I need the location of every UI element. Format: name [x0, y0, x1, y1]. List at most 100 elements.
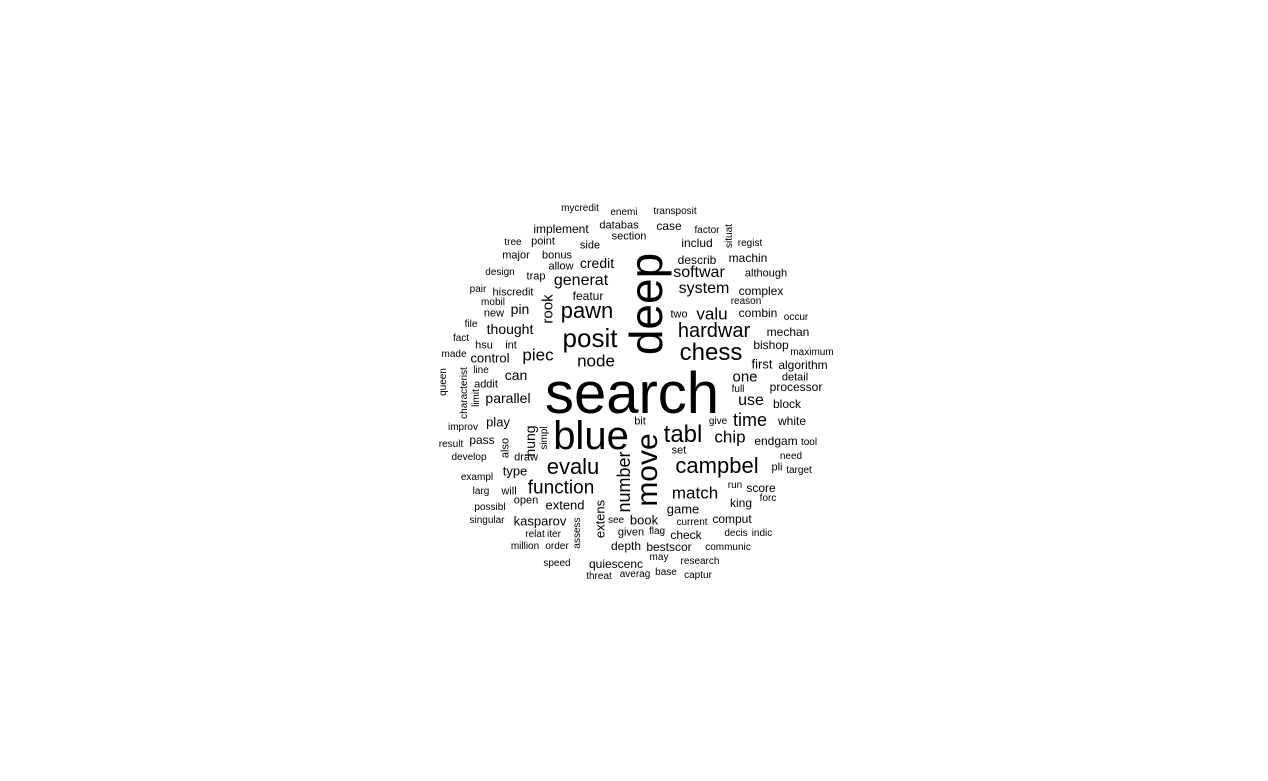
word-transposit: transposit: [653, 206, 697, 217]
word-function: function: [527, 477, 595, 499]
word-possibl: possibl: [474, 502, 506, 513]
word-includ: includ: [681, 236, 713, 250]
word-maximum: maximum: [790, 347, 834, 358]
word-evalu: evalu: [546, 454, 600, 479]
word-databas: databas: [599, 219, 639, 232]
word-given: given: [617, 526, 645, 539]
word-exampl: exampl: [460, 472, 494, 483]
word-factor: factor: [694, 225, 720, 236]
word-combin: combin: [738, 306, 778, 320]
word-order: order: [545, 541, 569, 552]
word-mycredit: mycredit: [561, 203, 599, 214]
word-although: although: [744, 267, 788, 280]
word-comput: comput: [712, 512, 752, 526]
word-point: point: [531, 235, 555, 248]
word-deep: deep: [620, 252, 672, 356]
word-also: also: [499, 437, 512, 459]
word-bonus: bonus: [542, 249, 572, 262]
word-line: line: [473, 365, 489, 376]
word-target: target: [786, 465, 812, 476]
word-averag: averag: [619, 569, 651, 580]
word-forc: forc: [759, 493, 777, 504]
word-queen: queen: [438, 368, 449, 396]
word-extens: extens: [592, 499, 608, 539]
word-can: can: [504, 367, 528, 383]
word-complex: complex: [738, 284, 784, 298]
word-full: full: [731, 384, 745, 395]
word-white: white: [777, 414, 807, 428]
word-credit: credit: [579, 255, 615, 271]
word-describ: describ: [677, 253, 717, 267]
word-valu: valu: [696, 304, 728, 324]
word-hsu: hsu: [475, 339, 493, 352]
word-threat: threat: [586, 571, 612, 582]
word-machin: machin: [728, 251, 768, 265]
word-will: will: [501, 485, 517, 498]
word-play: play: [486, 414, 510, 430]
word-iter: iter: [547, 529, 561, 540]
word-tabl: tabl: [663, 421, 703, 448]
word-run: run: [727, 480, 743, 491]
word-addit: addit: [474, 378, 498, 391]
word-current: current: [676, 517, 708, 528]
word-system: system: [678, 280, 730, 297]
word-control: control: [470, 350, 510, 366]
word-new: new: [483, 307, 505, 320]
word-mechan: mechan: [766, 325, 810, 339]
word-hiscredit: hiscredit: [492, 286, 534, 299]
word-quiescenc: quiescenc: [588, 557, 644, 571]
word-bit: bit: [634, 415, 646, 428]
word-file: file: [464, 319, 478, 330]
word-generat: generat: [553, 272, 609, 289]
word-pair: pair: [469, 284, 487, 295]
word-indic: indic: [751, 528, 773, 539]
word-larg: larg: [472, 486, 490, 497]
word-book: book: [629, 512, 659, 528]
word-occur: occur: [783, 312, 809, 323]
word-give: give: [708, 416, 728, 427]
word-research: research: [680, 556, 720, 567]
word-mobil: mobil: [481, 297, 505, 308]
word-two: two: [670, 308, 688, 321]
word-pin: pin: [510, 301, 530, 317]
word-algorithm: algorithm: [778, 358, 828, 372]
word-processor: processor: [769, 380, 823, 394]
word-singular: singular: [469, 515, 505, 526]
word-enemi: enemi: [610, 207, 638, 218]
word-rook: rook: [539, 294, 557, 324]
word-draw: draw: [514, 451, 538, 464]
word-base: base: [655, 567, 677, 578]
word-parallel: parallel: [485, 390, 531, 406]
word-first: first: [751, 356, 773, 372]
word-side: side: [579, 239, 601, 252]
word-int: int: [505, 339, 517, 352]
word-softwar: softwar: [673, 264, 725, 281]
word-major: major: [502, 249, 530, 262]
word-develop: develop: [451, 452, 487, 463]
word-one: one: [732, 368, 758, 386]
word-relat: relat: [525, 529, 545, 540]
word-regist: regist: [737, 238, 763, 249]
word-open: open: [513, 494, 539, 507]
word-check: check: [670, 528, 702, 542]
word-king: king: [729, 496, 753, 510]
word-allow: allow: [548, 260, 574, 273]
word-bishop: bishop: [753, 338, 789, 352]
word-captur: captur: [684, 570, 712, 581]
word-characterist: characterist: [459, 367, 470, 419]
word-fact: fact: [452, 333, 470, 344]
word-set: set: [671, 444, 687, 457]
word-decis: decis: [724, 528, 748, 539]
word-chess: chess: [679, 339, 743, 366]
word-assess: assess: [572, 517, 583, 549]
word-may: may: [649, 552, 669, 563]
word-move: move: [631, 433, 664, 507]
word-hardwar: hardwar: [677, 320, 751, 342]
word-game: game: [666, 501, 700, 517]
word-node: node: [577, 351, 615, 371]
word-chip: chip: [714, 427, 746, 447]
word-limit: limit: [471, 389, 482, 407]
word-block: block: [772, 397, 802, 411]
word-reason: reason: [730, 296, 762, 307]
word-use: use: [738, 392, 764, 409]
